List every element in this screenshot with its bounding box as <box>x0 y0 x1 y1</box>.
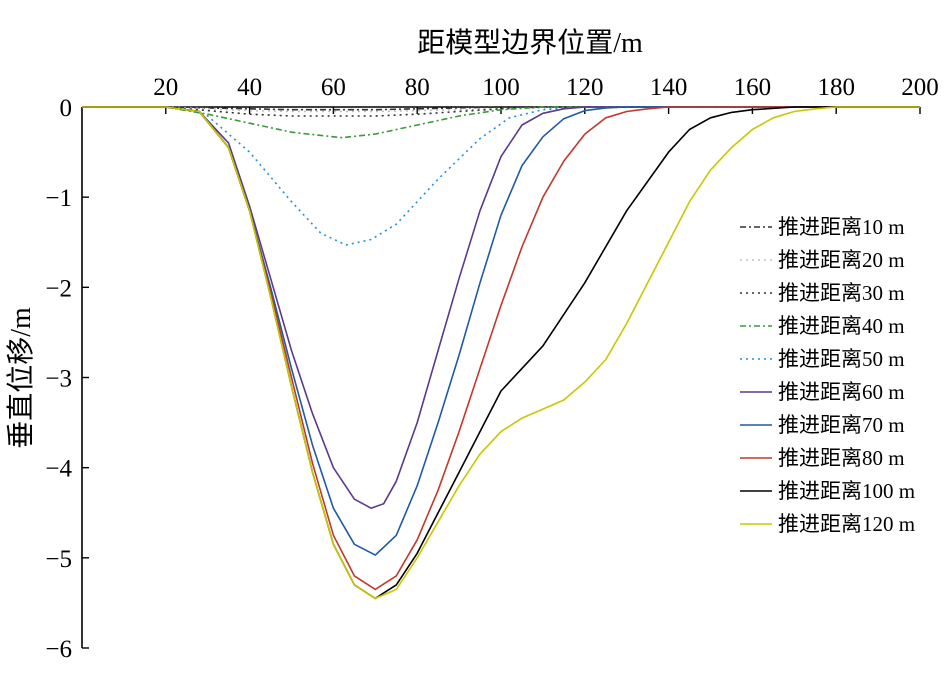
x-tick-label: 60 <box>321 74 346 101</box>
legend-label: 推进距离100 m <box>778 479 915 503</box>
y-tick-label: −6 <box>45 636 72 663</box>
x-ticks: 20 40 60 80 100 120 140 160 180 200 <box>153 74 939 114</box>
legend-label: 推进距离120 m <box>778 512 915 536</box>
y-tick-label: −2 <box>45 275 72 302</box>
y-axis-title: 垂直位移/m <box>5 307 37 449</box>
legend-label: 推进距离30 m <box>778 281 905 305</box>
x-tick-label: 20 <box>153 74 178 101</box>
legend-label: 推进距离50 m <box>778 347 905 371</box>
series-line-3 <box>82 106 920 117</box>
x-tick-label: 80 <box>405 74 430 101</box>
series-line-5 <box>82 106 920 246</box>
x-tick-label: 120 <box>566 74 604 101</box>
y-tick-label: −5 <box>45 546 72 573</box>
legend-label: 推进距离80 m <box>778 446 905 470</box>
y-tick-label: 0 <box>60 95 73 122</box>
series-lines <box>82 106 920 600</box>
legend-label: 推进距离60 m <box>778 380 905 404</box>
y-ticks: 0 −1 −2 −3 −4 −5 −6 <box>45 95 89 663</box>
x-tick-label: 100 <box>482 74 520 101</box>
x-tick-label: 140 <box>650 74 688 101</box>
legend-label: 推进距离70 m <box>778 413 905 437</box>
x-tick-label: 160 <box>734 74 772 101</box>
y-tick-label: −1 <box>45 185 72 212</box>
x-tick-label: 40 <box>237 74 262 101</box>
axes <box>81 106 920 648</box>
y-tick-label: −3 <box>45 366 72 393</box>
y-tick-label: −4 <box>45 456 72 483</box>
legend-label: 推进距离10 m <box>778 215 905 239</box>
series-line-6 <box>82 106 920 510</box>
legend: 推进距离10 m 推进距离20 m 推进距离30 m 推进距离40 m 推进距离50 m… <box>740 215 915 536</box>
x-tick-label: 200 <box>901 74 939 101</box>
series-line-10 <box>82 106 920 600</box>
legend-label: 推进距离40 m <box>778 314 905 338</box>
x-tick-label: 180 <box>817 74 855 101</box>
x-axis-title: 距模型边界位置/m <box>417 27 643 59</box>
legend-label: 推进距离20 m <box>778 248 905 272</box>
